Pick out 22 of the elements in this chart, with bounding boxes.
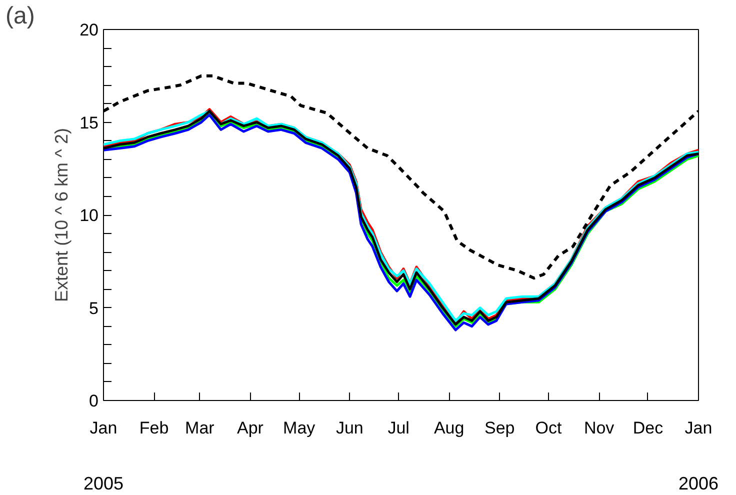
text: 2006 bbox=[678, 474, 719, 494]
x-tick-label: Jan bbox=[90, 418, 118, 438]
x-tick-label: Feb bbox=[139, 418, 169, 438]
x-tick-label: Oct bbox=[535, 418, 562, 438]
x-tick-label: Jul bbox=[388, 418, 410, 438]
y-tick-label: 0 bbox=[89, 392, 99, 410]
x-tick-label: Nov bbox=[584, 418, 615, 438]
y-axis-title: Extent (10 ^ 6 km ^ 2) bbox=[52, 128, 72, 302]
x-tick-label: Apr bbox=[236, 418, 264, 438]
y-tick-label: 10 bbox=[80, 206, 99, 225]
x-tick-label: Sep bbox=[484, 418, 515, 438]
y-tick-label: 20 bbox=[80, 20, 99, 40]
x-tick-label: Jan bbox=[684, 418, 712, 438]
x-tick-label: Jun bbox=[336, 418, 364, 438]
y-tick-label: 15 bbox=[80, 113, 99, 132]
y-tick-label: 5 bbox=[89, 298, 99, 318]
text: 2005 bbox=[83, 474, 124, 494]
x-tick-label: Dec bbox=[632, 418, 664, 438]
x-tick-label: Mar bbox=[185, 418, 215, 438]
text: (a) bbox=[6, 2, 35, 30]
x-tick-label: Aug bbox=[434, 418, 464, 438]
x-tick-label: May bbox=[283, 418, 316, 438]
